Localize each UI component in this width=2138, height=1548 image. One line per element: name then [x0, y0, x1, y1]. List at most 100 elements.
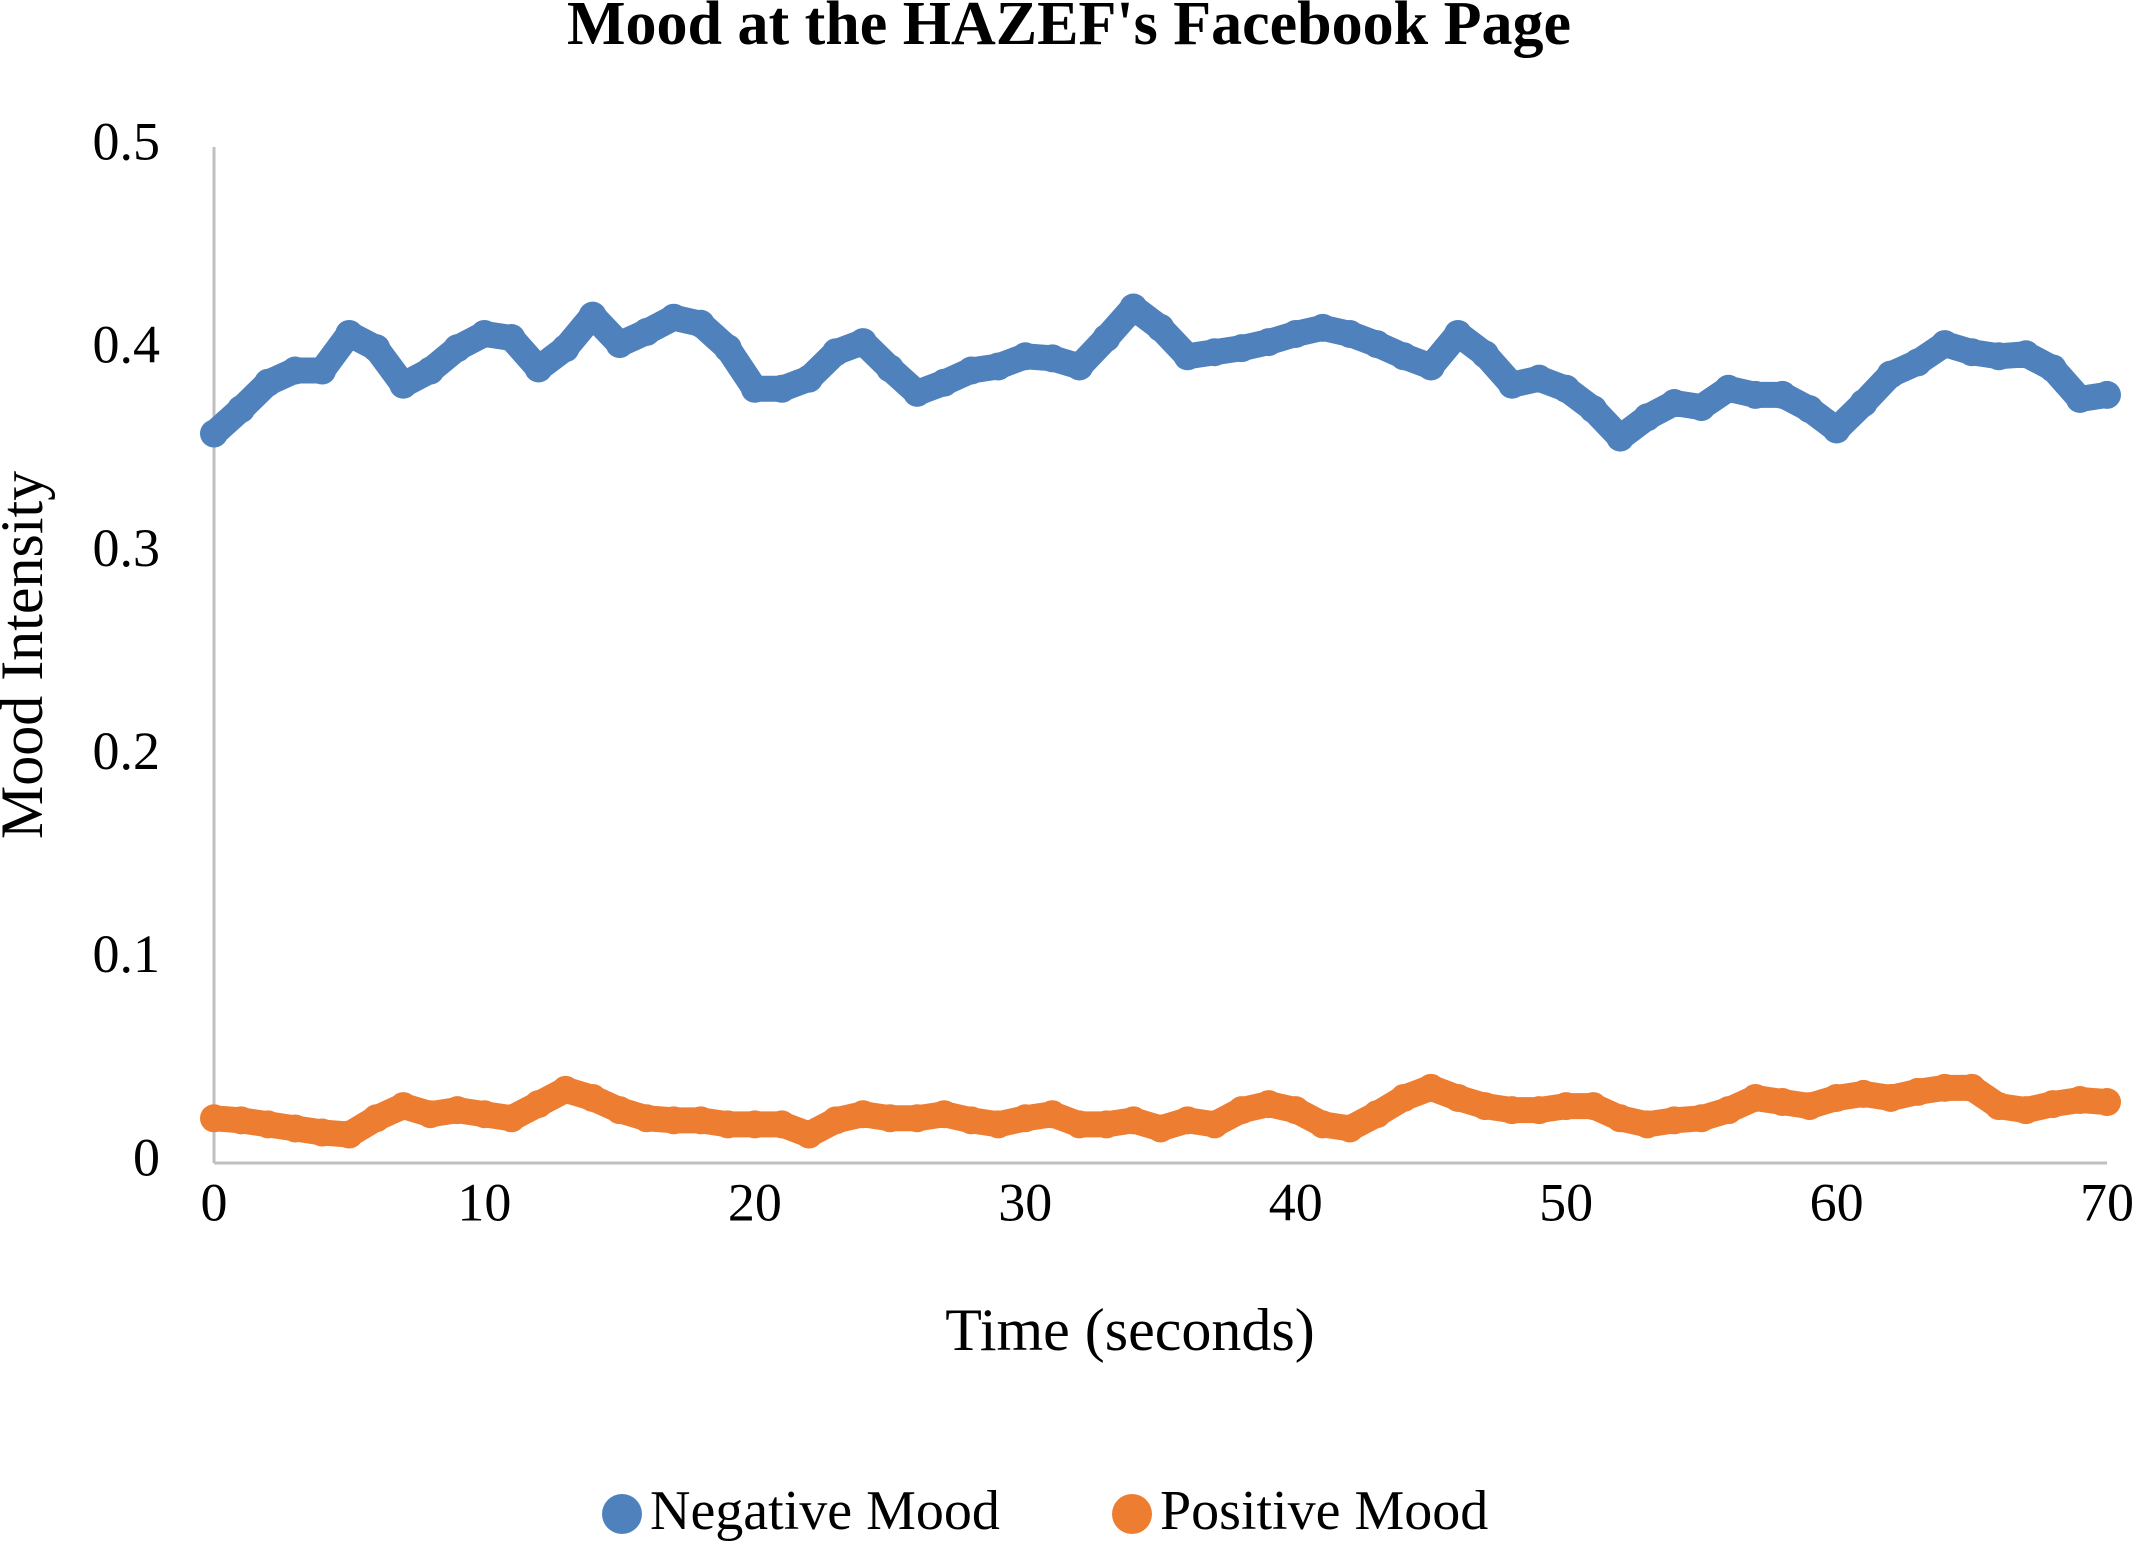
- point: [416, 1100, 445, 1129]
- point: [632, 1104, 661, 1133]
- point: [1281, 319, 1310, 348]
- point: [2065, 1086, 2094, 1115]
- point: [1173, 1106, 1202, 1135]
- point: [1660, 1106, 1689, 1135]
- y-tick-label: 0: [133, 1127, 160, 1187]
- point: [1443, 1083, 1472, 1112]
- point: [957, 356, 986, 385]
- legend-marker: [602, 1494, 642, 1534]
- point: [659, 303, 688, 332]
- point: [1552, 1092, 1581, 1121]
- point: [1579, 395, 1608, 424]
- chart-title: Mood at the HAZEF's Facebook Page: [567, 0, 1571, 58]
- point: [984, 1110, 1013, 1139]
- point: [1930, 1073, 1959, 1102]
- point: [227, 395, 256, 424]
- point: [1795, 395, 1824, 424]
- point: [2093, 380, 2121, 409]
- point: [1957, 338, 1986, 367]
- point: [957, 1106, 986, 1135]
- point: [1308, 313, 1337, 342]
- point: [1038, 1100, 1067, 1129]
- point: [1362, 330, 1391, 359]
- point: [443, 1096, 472, 1125]
- point: [1362, 1100, 1391, 1129]
- point: [605, 1096, 634, 1125]
- point: [1471, 340, 1500, 369]
- point: [470, 319, 499, 348]
- point: [2065, 384, 2094, 413]
- legend-label: Positive Mood: [1160, 1480, 1488, 1542]
- point: [1822, 1083, 1851, 1112]
- y-axis-title: Mood Intensity: [0, 471, 55, 839]
- x-tick-label: 50: [1539, 1172, 1593, 1232]
- point: [1633, 403, 1662, 432]
- y-tick-label: 0.4: [93, 315, 161, 375]
- point: [1308, 1110, 1337, 1139]
- point: [1525, 1096, 1554, 1125]
- point: [1930, 330, 1959, 359]
- point: [389, 1092, 418, 1121]
- point: [362, 334, 391, 363]
- point: [1687, 1104, 1716, 1133]
- point: [1119, 1106, 1148, 1135]
- point: [1903, 348, 1932, 377]
- point: [1227, 1096, 1256, 1125]
- point: [1498, 370, 1527, 399]
- point: [1200, 1110, 1229, 1139]
- point: [1389, 1083, 1418, 1112]
- point: [740, 1110, 769, 1139]
- point: [254, 368, 283, 397]
- point: [1714, 1096, 1743, 1125]
- point: [1038, 344, 1067, 373]
- point: [1741, 380, 1770, 409]
- point: [821, 1106, 850, 1135]
- point: [551, 1075, 580, 1104]
- point: [497, 1104, 526, 1133]
- x-tick-label: 60: [1810, 1172, 1864, 1232]
- point: [1525, 364, 1554, 393]
- point: [335, 319, 364, 348]
- point: [740, 374, 769, 403]
- point: [1498, 1096, 1527, 1125]
- point: [254, 1110, 283, 1139]
- point: [578, 1083, 607, 1112]
- point: [1092, 1110, 1121, 1139]
- point: [416, 356, 445, 385]
- point: [200, 1104, 228, 1133]
- point: [200, 419, 228, 448]
- point: [1957, 1073, 1986, 1102]
- point: [1011, 342, 1040, 371]
- point: [686, 309, 715, 338]
- point: [1416, 352, 1445, 381]
- y-tick-label: 0.3: [93, 518, 161, 578]
- point: [1579, 1092, 1608, 1121]
- x-tick-label: 0: [201, 1172, 228, 1232]
- point: [1849, 1079, 1878, 1108]
- point: [1849, 389, 1878, 418]
- point: [2011, 340, 2040, 369]
- point: [767, 374, 796, 403]
- y-tick-label: 0.2: [93, 721, 161, 781]
- point: [308, 1118, 337, 1147]
- point: [1335, 1114, 1364, 1143]
- point: [1984, 342, 2013, 371]
- point: [930, 1100, 959, 1129]
- point: [632, 317, 661, 346]
- legend-marker: [1112, 1494, 1152, 1534]
- point: [1633, 1110, 1662, 1139]
- point: [1471, 1092, 1500, 1121]
- point: [876, 1104, 905, 1133]
- point: [1011, 1104, 1040, 1133]
- point: [1768, 1088, 1797, 1117]
- point: [1903, 1077, 1932, 1106]
- point: [1876, 360, 1905, 389]
- point: [578, 301, 607, 330]
- x-tick-label: 20: [728, 1172, 782, 1232]
- point: [362, 1104, 391, 1133]
- point: [524, 1090, 553, 1119]
- point: [903, 1104, 932, 1133]
- x-tick-label: 10: [457, 1172, 511, 1232]
- point: [767, 1110, 796, 1139]
